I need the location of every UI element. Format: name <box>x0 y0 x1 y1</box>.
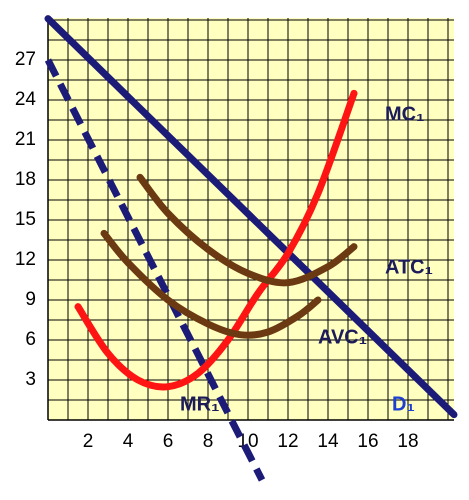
curve-label: MR₁ <box>180 393 219 415</box>
x-tick-label: 18 <box>397 431 418 452</box>
x-tick-label: 8 <box>203 431 214 452</box>
curve-label: ATC₁ <box>385 256 433 278</box>
x-tick-label: 2 <box>83 431 94 452</box>
curve <box>100 229 322 339</box>
y-tick-label: 27 <box>15 49 36 70</box>
curve <box>44 15 458 419</box>
curve <box>44 58 266 482</box>
y-tick-label: 3 <box>25 369 36 390</box>
curve <box>136 173 358 287</box>
y-tick-label: 12 <box>15 249 36 270</box>
curve <box>74 89 358 391</box>
x-tick-label: 4 <box>123 431 134 452</box>
y-tick-label: 21 <box>15 129 36 150</box>
x-tick-label: 14 <box>317 431 339 452</box>
y-tick-label: 18 <box>15 169 36 190</box>
x-tick-label: 16 <box>357 431 378 452</box>
x-tick-label: 12 <box>277 431 298 452</box>
y-tick-label: 9 <box>25 289 36 310</box>
y-tick-label: 15 <box>15 209 36 230</box>
curve-label: MC₁ <box>385 103 424 125</box>
y-tick-label: 6 <box>25 329 36 350</box>
curve-label: AVC₁ <box>318 326 367 348</box>
x-tick-label: 6 <box>163 431 174 452</box>
y-tick-label: 24 <box>15 89 37 110</box>
curve-label: D₁ <box>392 393 415 415</box>
